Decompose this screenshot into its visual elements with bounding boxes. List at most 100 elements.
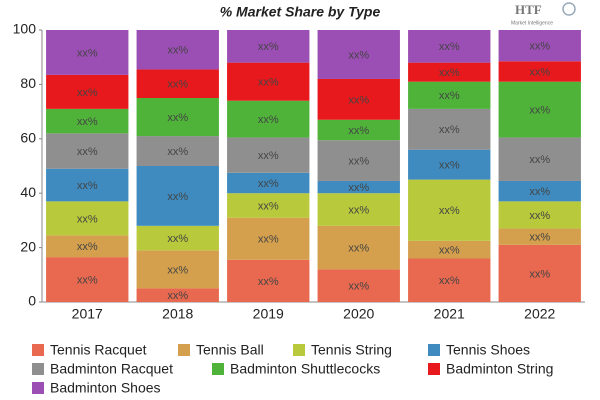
y-tick-label: 0	[28, 293, 36, 309]
bar-segment	[317, 140, 400, 181]
data-label: xx%	[348, 125, 369, 137]
x-tick-label: 2020	[343, 306, 374, 322]
bar-segment	[408, 62, 491, 82]
legend-label: Badminton String	[446, 361, 553, 377]
chart-title: % Market Share by Type	[220, 4, 381, 20]
data-label: xx%	[258, 41, 279, 53]
data-label: xx%	[77, 241, 98, 253]
data-label: xx%	[529, 268, 550, 280]
bar-segment	[317, 30, 400, 79]
bar-segment	[498, 228, 581, 245]
legend-label: Tennis Shoes	[446, 342, 530, 358]
bar-segment	[317, 193, 400, 226]
bar-segment	[408, 30, 491, 63]
data-label: xx%	[77, 180, 98, 192]
data-label: xx%	[439, 245, 460, 257]
bar-segment	[408, 149, 491, 180]
data-label: xx%	[77, 116, 98, 128]
data-label: xx%	[439, 90, 460, 102]
data-label: xx%	[167, 264, 188, 276]
legend-swatch	[32, 344, 44, 356]
bar-segment	[498, 244, 581, 302]
y-tick-label: 60	[20, 130, 36, 146]
y-tick-label: 20	[20, 238, 36, 254]
bar-segment	[46, 257, 129, 302]
data-label: xx%	[439, 205, 460, 217]
data-label: xx%	[529, 232, 550, 244]
bar-segment	[227, 217, 310, 260]
data-label: xx%	[348, 155, 369, 167]
data-label: xx%	[348, 49, 369, 61]
legend-swatch	[32, 382, 44, 394]
logo: HTF	[515, 2, 542, 17]
data-label: xx%	[167, 79, 188, 91]
bar-segment	[227, 172, 310, 194]
bar-segment	[46, 133, 129, 169]
data-label: xx%	[167, 191, 188, 203]
bar-segment	[46, 108, 129, 134]
bar-segment	[498, 81, 581, 138]
bar-segment	[46, 235, 129, 258]
bar-segment	[227, 100, 310, 138]
data-label: xx%	[258, 150, 279, 162]
data-label: xx%	[167, 146, 188, 158]
data-label: xx%	[77, 47, 98, 59]
legend-label: Badminton Shuttlecocks	[230, 361, 380, 377]
bar-segment	[317, 269, 400, 302]
legend-swatch	[428, 344, 440, 356]
data-label: xx%	[529, 104, 550, 116]
bar-segment	[498, 30, 581, 62]
y-tick-label: 80	[20, 75, 36, 91]
legend-label: Tennis Ball	[196, 342, 264, 358]
legend-label: Tennis Racquet	[50, 342, 147, 358]
x-tick-label: 2018	[162, 306, 193, 322]
bar-segment	[46, 201, 129, 236]
data-label: xx%	[439, 275, 460, 287]
data-label: xx%	[167, 290, 188, 302]
data-label: xx%	[439, 160, 460, 172]
legend-swatch	[212, 363, 224, 375]
data-label: xx%	[258, 77, 279, 89]
bar-segment	[136, 30, 219, 70]
data-label: xx%	[77, 274, 98, 286]
x-tick-label: 2022	[524, 306, 555, 322]
legend-swatch	[293, 344, 305, 356]
data-label: xx%	[167, 112, 188, 124]
x-tick-label: 2019	[253, 306, 284, 322]
legend-swatch	[178, 344, 190, 356]
data-label: xx%	[348, 182, 369, 194]
x-tick-label: 2017	[72, 306, 103, 322]
bar-segment	[498, 61, 581, 82]
data-label: xx%	[529, 210, 550, 222]
bar-segment	[136, 166, 219, 226]
bar-segment	[408, 81, 491, 109]
data-label: xx%	[529, 154, 550, 166]
legend-label: Badminton Shoes	[50, 380, 161, 396]
data-label: xx%	[348, 94, 369, 106]
data-label: xx%	[348, 281, 369, 293]
data-label: xx%	[529, 186, 550, 198]
data-label: xx%	[439, 67, 460, 79]
data-label: xx%	[529, 41, 550, 53]
legend-swatch	[428, 363, 440, 375]
bar-segment	[227, 193, 310, 218]
bar-segment	[498, 137, 581, 181]
data-label: xx%	[77, 146, 98, 158]
data-label: xx%	[258, 178, 279, 190]
bar-segment	[498, 201, 581, 229]
bar-segment	[317, 119, 400, 141]
bar-segment	[136, 225, 219, 251]
bar-segment	[408, 179, 491, 241]
bar-segment	[317, 78, 400, 120]
y-tick-label: 40	[20, 184, 36, 200]
data-label: xx%	[77, 213, 98, 225]
bar-segment	[136, 136, 219, 166]
bar-segment	[317, 180, 400, 194]
bar-segment	[136, 98, 219, 137]
bar-segment	[136, 288, 219, 302]
data-label: xx%	[167, 45, 188, 57]
data-label: xx%	[258, 276, 279, 288]
bar-segment	[46, 168, 129, 202]
bar-segment	[317, 225, 400, 270]
